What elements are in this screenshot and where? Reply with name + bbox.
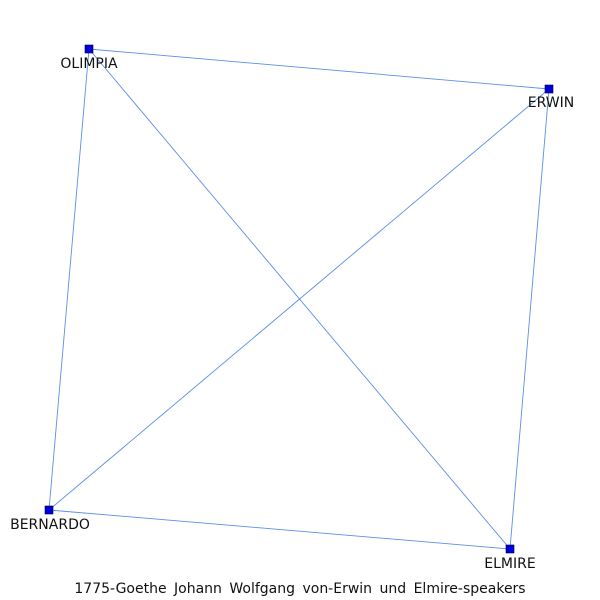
node-elmire: ELMIRE — [484, 544, 536, 572]
edge-olimpia-erwin — [88, 48, 550, 90]
edges-layer — [48, 48, 550, 550]
node-bernardo: BERNARDO — [10, 505, 90, 533]
nodes-layer: OLIMPIA ERWIN BERNARDO ELMIRE — [10, 44, 574, 572]
node-erwin: ERWIN — [528, 84, 574, 111]
node-marker-square-icon — [84, 44, 94, 54]
node-marker-square-icon — [505, 544, 515, 554]
edge-erwin-bernardo — [48, 88, 550, 511]
node-marker-square-icon — [44, 505, 54, 515]
diagram-caption: 1775-Goethe Johann Wolfgang von-Erwin un… — [74, 581, 526, 597]
node-marker-square-icon — [544, 84, 554, 94]
node-label: OLIMPIA — [60, 56, 118, 72]
node-label: ERWIN — [528, 95, 574, 111]
node-label: ELMIRE — [484, 556, 535, 572]
node-olimpia: OLIMPIA — [60, 44, 118, 72]
edge-bernardo-elmire — [48, 509, 511, 550]
edge-olimpia-bernardo — [48, 48, 90, 511]
edge-erwin-elmire — [509, 88, 550, 550]
node-label: BERNARDO — [10, 517, 90, 533]
